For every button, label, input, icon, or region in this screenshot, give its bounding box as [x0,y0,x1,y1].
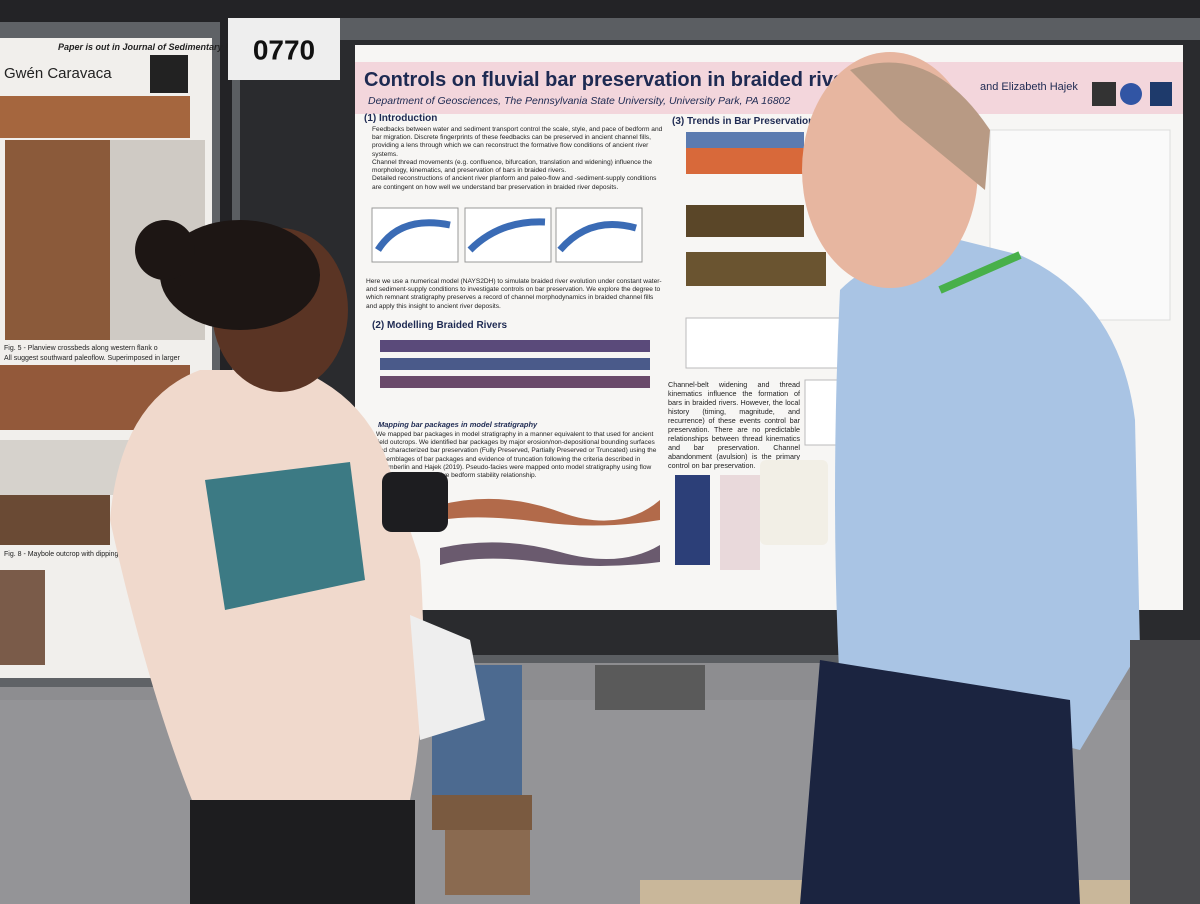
poster-title: Controls on fluvial bar preservation in … [364,69,852,91]
shoe [445,830,530,895]
bullet-list: Feedbacks between water and sediment tra… [364,126,664,192]
photo [5,140,110,340]
bullet: Channel thread movements (e.g. confluenc… [372,159,664,175]
coffee-cup [760,460,828,545]
logo [1150,82,1172,106]
photo [0,570,45,665]
caption: Fig. 5 - Planview crossbeds along wester… [4,345,158,352]
person-hair-bun [135,220,195,280]
mapping: We mapped bar packages in model stratigr… [376,431,657,480]
caption: All suggest southward paleoflow. Superim… [4,355,181,362]
intro: Feedbacks between water and sediment tra… [364,126,664,210]
person-trousers [800,660,1080,904]
travel-mug [382,472,448,532]
conclusion: Channel-belt widening and thread kinemat… [668,380,800,470]
model-strips [380,340,650,388]
paragraph: Here we use a numerical model (NAYS2DH) … [366,278,662,310]
subheading: Mapping bar packages in model stratigrap… [378,420,538,429]
lanyard [938,251,1022,294]
title-band [355,62,1183,114]
authors: and Elizabeth Hajek [980,81,1078,93]
bullet: Feedbacks between water and sediment tra… [372,126,664,159]
person-legs [595,665,705,710]
left-author: Gwén Caravaca [4,65,112,82]
photo [0,495,110,545]
board-stand [1130,640,1200,904]
photo [0,96,190,138]
person-shirt [835,240,1140,750]
paragraph: Channel-belt widening and thread kinemat… [668,380,800,470]
qr-code [150,55,188,93]
left-header: Paper is out in Journal of Sedimentary R… [58,42,266,52]
schematic-figures [371,207,643,263]
booth-number: 0770 [253,34,315,65]
bullet: Detailed reconstructions of ancient rive… [372,175,664,191]
section-heading: (1) Introduction [364,113,437,124]
stratigraphy-figure [440,475,760,570]
section-heading: (3) Trends in Bar Preservation [672,116,814,127]
person-trousers [190,800,415,904]
qr-code [1092,82,1116,106]
affiliation: Department of Geosciences, The Pennsylva… [368,95,790,107]
person-hair [850,62,990,190]
shoe [432,795,532,830]
logo [1120,83,1142,105]
paper-sheet [410,615,485,740]
tablet [205,462,365,610]
person-hair [160,220,320,330]
section-heading: (2) Modelling Braided Rivers [372,320,507,331]
caption: Fig. 8 - Maybole outcrop with dipping p [4,551,124,558]
paragraph: We mapped bar packages in model stratigr… [376,431,657,480]
booth-sign [228,18,340,80]
method: Here we use a numerical model (NAYS2DH) … [366,278,662,310]
